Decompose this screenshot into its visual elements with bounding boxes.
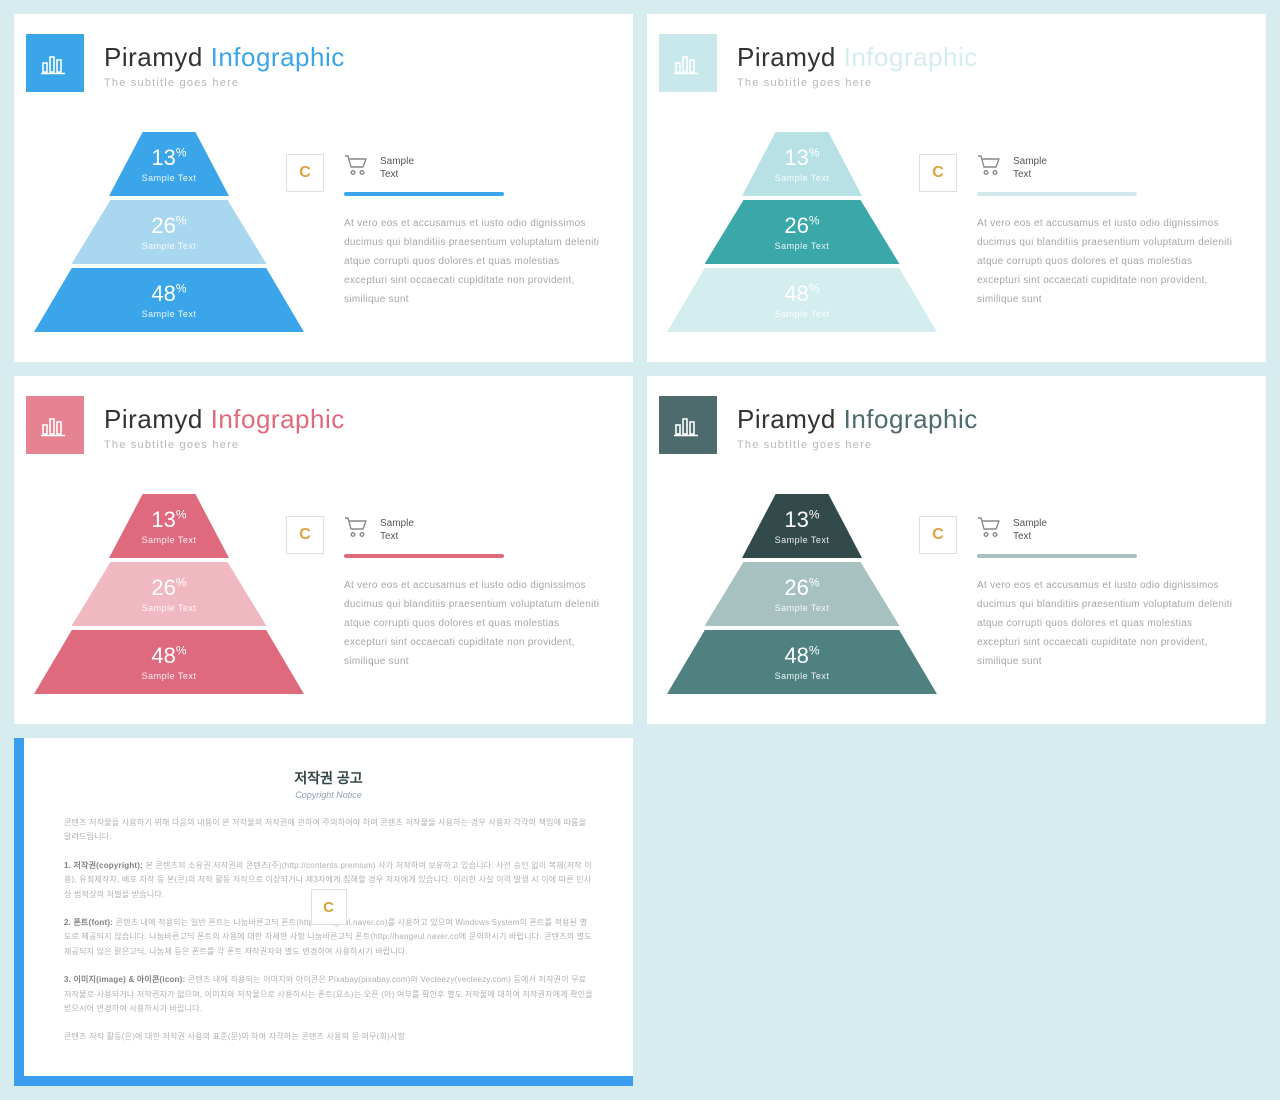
sample-header: Sample Text	[344, 516, 414, 543]
pyramid: 13% Sample Text 26% Sample Text 48% Samp…	[34, 132, 304, 336]
slide-3: Piramyd Infographic The subtitle goes he…	[14, 376, 633, 724]
slide-1: Piramyd Infographic The subtitle goes he…	[14, 14, 633, 362]
body-text: At vero eos et accusamus et iusto odio d…	[977, 214, 1236, 309]
copyright-para-5: 콘텐츠 저작 활동(은)에 대한 저작권 사용의 표준(문)의 하여 자각하는 …	[64, 1030, 593, 1044]
sample-label-1: Sample	[380, 517, 414, 530]
title-word-2: Infographic	[211, 42, 345, 72]
pyramid-level-1: 13% Sample Text	[742, 494, 862, 558]
level-value: 48%	[784, 643, 819, 669]
sample-header: Sample Text	[977, 516, 1047, 543]
level-value: 26%	[151, 213, 186, 239]
sample-label-2: Text	[380, 530, 414, 543]
cart-icon	[344, 154, 370, 181]
sample-label-1: Sample	[1013, 155, 1047, 168]
cart-icon	[977, 516, 1003, 543]
sample-label-2: Text	[1013, 168, 1047, 181]
logo-badge: C	[286, 154, 324, 192]
title-word-1: Piramyd	[104, 404, 203, 434]
logo-badge: C	[919, 154, 957, 192]
pyramid-level-2: 26% Sample Text	[705, 562, 900, 626]
sample-label-2: Text	[380, 168, 414, 181]
logo-badge: C	[286, 516, 324, 554]
chart-icon	[26, 34, 84, 92]
body-text: At vero eos et accusamus et iusto odio d…	[344, 214, 603, 309]
pyramid-level-1: 13% Sample Text	[109, 132, 229, 196]
copyright-para-1: 콘텐츠 저작물을 사용하기 위해 다음의 내용이 본 저작물의 저작권에 관하여…	[64, 816, 593, 845]
slide-4: Piramyd Infographic The subtitle goes he…	[647, 376, 1266, 724]
sample-header: Sample Text	[977, 154, 1047, 181]
pyramid-level-3: 48% Sample Text	[34, 268, 304, 332]
pyramid-level-2: 26% Sample Text	[72, 562, 267, 626]
subtitle: The subtitle goes here	[737, 439, 978, 451]
subtitle: The subtitle goes here	[737, 77, 978, 89]
sample-label-1: Sample	[380, 155, 414, 168]
title-block: Piramyd Infographic The subtitle goes he…	[737, 404, 978, 451]
level-label: Sample Text	[775, 241, 830, 251]
pyramid-level-3: 48% Sample Text	[667, 268, 937, 332]
level-label: Sample Text	[142, 173, 197, 183]
body-text: At vero eos et accusamus et iusto odio d…	[344, 576, 603, 671]
level-label: Sample Text	[775, 603, 830, 613]
title-word-1: Piramyd	[104, 42, 203, 72]
level-label: Sample Text	[142, 241, 197, 251]
title-word-2: Infographic	[844, 42, 978, 72]
title-word-1: Piramyd	[737, 42, 836, 72]
pyramid-level-3: 48% Sample Text	[34, 630, 304, 694]
slide-2: Piramyd Infographic The subtitle goes he…	[647, 14, 1266, 362]
title-word-1: Piramyd	[737, 404, 836, 434]
title-block: Piramyd Infographic The subtitle goes he…	[104, 42, 345, 89]
pyramid: 13% Sample Text 26% Sample Text 48% Samp…	[34, 494, 304, 698]
accent-underline	[344, 192, 504, 196]
sample-label-2: Text	[1013, 530, 1047, 543]
title-word-2: Infographic	[211, 404, 345, 434]
level-value: 48%	[784, 281, 819, 307]
chart-icon	[26, 396, 84, 454]
chart-icon	[659, 396, 717, 454]
copyright-para-4: 3. 이미지(image) & 아이콘(icon): 콘텐츠 내에 적용되는 이…	[64, 973, 593, 1016]
level-value: 26%	[784, 213, 819, 239]
chart-icon	[659, 34, 717, 92]
level-value: 13%	[151, 507, 186, 533]
accent-underline	[977, 192, 1137, 196]
level-label: Sample Text	[142, 309, 197, 319]
sample-header: Sample Text	[344, 154, 414, 181]
copyright-subtitle: Copyright Notice	[64, 790, 593, 800]
title-word-2: Infographic	[844, 404, 978, 434]
level-value: 26%	[151, 575, 186, 601]
level-value: 13%	[784, 507, 819, 533]
accent-underline	[977, 554, 1137, 558]
pyramid: 13% Sample Text 26% Sample Text 48% Samp…	[667, 132, 937, 336]
level-value: 13%	[784, 145, 819, 171]
level-label: Sample Text	[775, 309, 830, 319]
level-value: 13%	[151, 145, 186, 171]
level-value: 48%	[151, 643, 186, 669]
pyramid-level-3: 48% Sample Text	[667, 630, 937, 694]
level-value: 26%	[784, 575, 819, 601]
subtitle: The subtitle goes here	[104, 77, 345, 89]
pyramid: 13% Sample Text 26% Sample Text 48% Samp…	[667, 494, 937, 698]
pyramid-level-2: 26% Sample Text	[72, 200, 267, 264]
level-label: Sample Text	[142, 535, 197, 545]
logo-badge: C	[919, 516, 957, 554]
pyramid-level-1: 13% Sample Text	[109, 494, 229, 558]
level-label: Sample Text	[142, 671, 197, 681]
cart-icon	[977, 154, 1003, 181]
cart-icon	[344, 516, 370, 543]
sample-label-1: Sample	[1013, 517, 1047, 530]
title-block: Piramyd Infographic The subtitle goes he…	[104, 404, 345, 451]
pyramid-level-1: 13% Sample Text	[742, 132, 862, 196]
level-label: Sample Text	[142, 603, 197, 613]
level-label: Sample Text	[775, 535, 830, 545]
copyright-slide: 저작권 공고 Copyright Notice 콘텐츠 저작물을 사용하기 위해…	[14, 738, 633, 1086]
level-value: 48%	[151, 281, 186, 307]
logo-badge: C	[311, 889, 347, 925]
level-label: Sample Text	[775, 173, 830, 183]
copyright-title: 저작권 공고	[64, 768, 593, 788]
pyramid-level-2: 26% Sample Text	[705, 200, 900, 264]
body-text: At vero eos et accusamus et iusto odio d…	[977, 576, 1236, 671]
title-block: Piramyd Infographic The subtitle goes he…	[737, 42, 978, 89]
accent-underline	[344, 554, 504, 558]
subtitle: The subtitle goes here	[104, 439, 345, 451]
level-label: Sample Text	[775, 671, 830, 681]
